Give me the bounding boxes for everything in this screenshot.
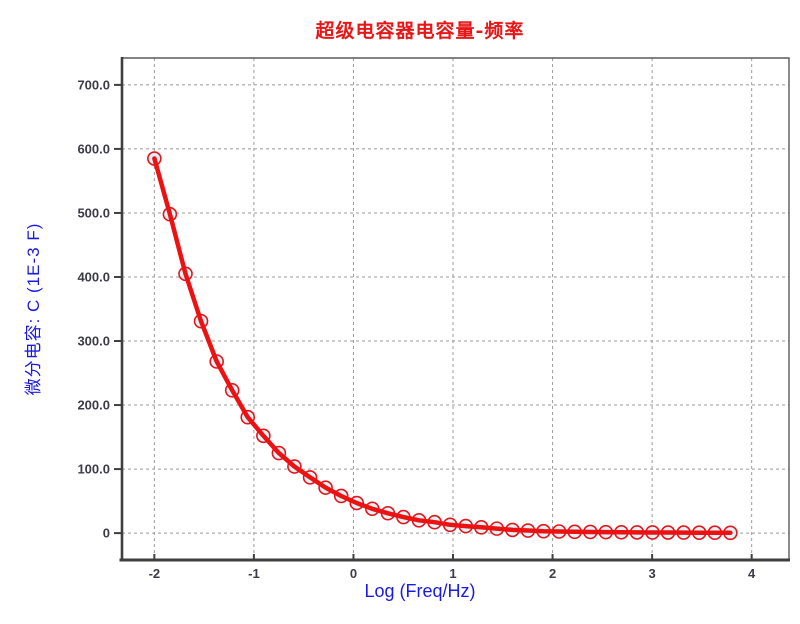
y-tick-label: 300.0 <box>77 334 110 349</box>
y-tick-label: 200.0 <box>77 398 110 413</box>
x-tick-label: 3 <box>648 566 655 581</box>
axis-ticks <box>114 83 753 560</box>
x-tick-label: 2 <box>549 566 556 581</box>
grid <box>122 58 789 560</box>
y-tick-label: 600.0 <box>77 141 110 156</box>
y-tick-label: 400.0 <box>77 269 110 284</box>
x-tick-label: -1 <box>248 566 260 581</box>
data-line <box>152 156 733 536</box>
tick-labels: 0 100.0 200.0 300.0 400.0 500.0 600.0 700.0 -2 -1… <box>77 77 756 581</box>
chart-title: 超级电容器电容量-频率 <box>315 20 525 42</box>
y-tick-label: 500.0 <box>77 205 110 220</box>
x-axis-title: Log (Freq/Hz) <box>364 581 476 601</box>
data-points <box>147 151 738 541</box>
x-tick-label: 1 <box>449 566 456 581</box>
y-tick-label: 100.0 <box>77 462 110 477</box>
x-tick-label: -2 <box>149 566 161 581</box>
x-tick-label: 4 <box>748 566 756 581</box>
plot-frame-thin <box>122 57 790 560</box>
y-tick-label: 0 <box>103 526 110 541</box>
y-tick-label: 700.0 <box>77 77 110 92</box>
x-tick-label: 0 <box>350 566 357 581</box>
